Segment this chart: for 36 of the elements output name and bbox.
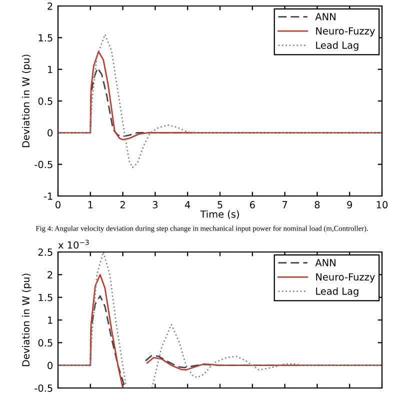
x-tick-label: 7: [282, 201, 288, 208]
y-tick-label: 0: [48, 362, 52, 370]
legend-label: ANN: [315, 13, 336, 20]
text: x 10$^{−3}$: [58, 240, 89, 249]
y-tick-label: 1: [48, 316, 52, 324]
x-tick-label: 4: [184, 201, 190, 208]
y-tick-label: -0.5: [34, 384, 52, 392]
x-tick-label: 6: [250, 201, 255, 208]
y-tick-label: 0: [48, 129, 52, 136]
x-tick-label: 2: [120, 201, 125, 208]
y-tick-label: 1.5: [38, 294, 52, 302]
y-tick-label: 1.5: [38, 34, 52, 42]
x-tick-label: 1: [88, 201, 93, 208]
x-tick-label: 3: [152, 201, 158, 208]
legend-label: Neuro-Fuzzy: [316, 27, 375, 36]
y-axis-title: Deviation in W (pu): [22, 54, 32, 148]
y-tick-label: 2: [48, 2, 52, 10]
y-tick-label: 2: [48, 271, 52, 278]
x-tick-label: 9: [347, 201, 352, 208]
y-tick-label: 1: [48, 66, 52, 74]
x-axis-title: Time (s): [200, 210, 239, 219]
legend-label: Lead Lag: [316, 287, 358, 297]
x-tick-label: 5: [218, 201, 222, 208]
y-tick-label: -1: [44, 192, 52, 200]
y-tick-label: 2.5: [38, 248, 52, 256]
y-tick-label: 0.5: [38, 97, 52, 105]
legend-label: Lead Lag: [316, 41, 358, 51]
x-tick-label: 0: [56, 201, 60, 208]
x-tick-label: 8: [314, 201, 320, 208]
legend-label: ANN: [315, 259, 336, 266]
x-tick-label: 10: [376, 201, 388, 208]
y-axis-title: Deviation in W (pu): [22, 274, 32, 366]
y-tick-label: 0.5: [38, 339, 52, 346]
y-tick-label: -0.5: [34, 160, 52, 168]
line-series: [58, 50, 382, 140]
legend-label: Neuro-Fuzzy: [316, 273, 375, 282]
